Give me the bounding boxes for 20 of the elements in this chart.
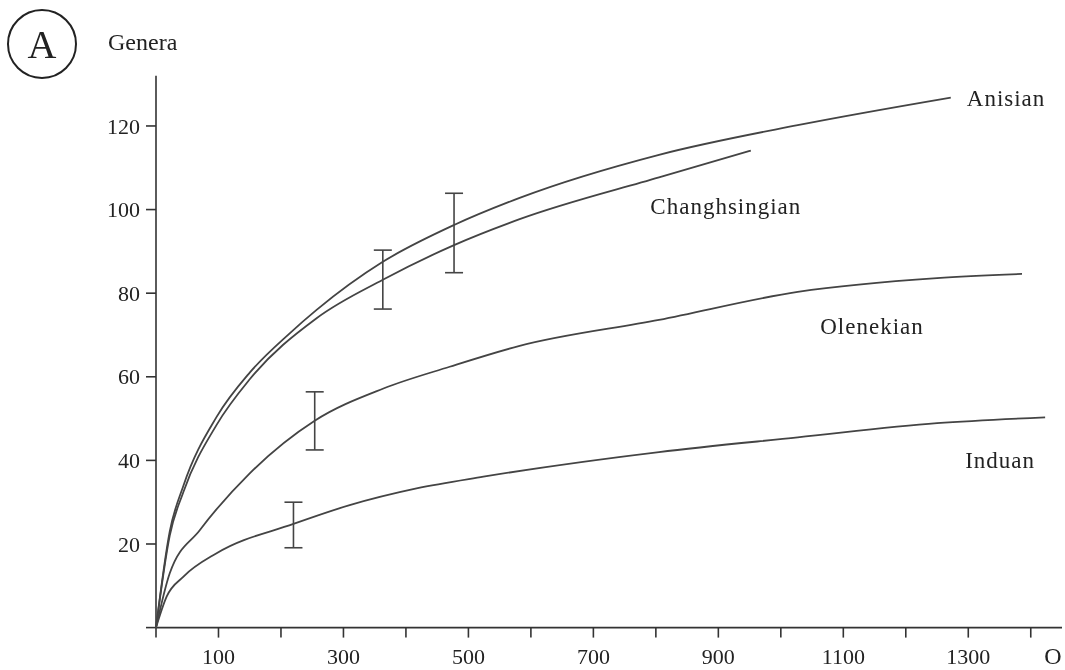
y-tick-label: 120 xyxy=(107,113,140,139)
y-tick-label: 100 xyxy=(107,197,140,223)
x-axis-title: O xyxy=(1044,642,1062,669)
x-tick-label: 300 xyxy=(326,643,360,669)
series-label: Olenekian xyxy=(820,314,924,339)
series-label: Changhsingian xyxy=(650,193,802,219)
y-tick-label: 80 xyxy=(118,280,140,306)
y-tick-label: 60 xyxy=(118,364,140,390)
x-tick-label: 700 xyxy=(576,643,610,669)
y-axis-title: Genera xyxy=(108,29,178,55)
text: A xyxy=(27,22,57,67)
x-tick-label: 1100 xyxy=(821,643,865,669)
x-tick-label: 500 xyxy=(451,643,485,669)
y-tick-label: 40 xyxy=(118,448,140,474)
x-tick-label: 900 xyxy=(701,643,735,669)
x-tick-label: 1300 xyxy=(946,643,991,669)
series-label: Induan xyxy=(965,448,1036,474)
series-label: Anisian xyxy=(966,85,1046,111)
y-tick-label: 20 xyxy=(118,531,140,557)
x-tick-label: 100 xyxy=(201,643,235,669)
